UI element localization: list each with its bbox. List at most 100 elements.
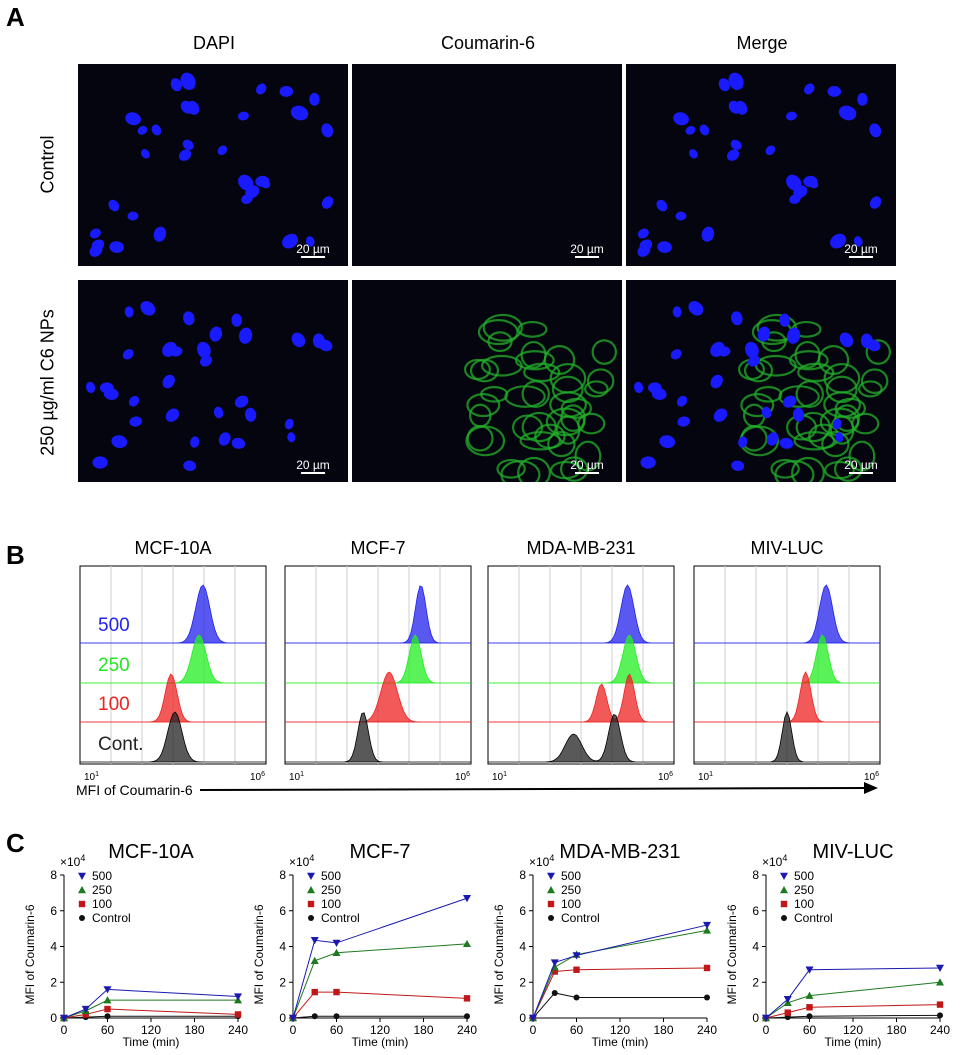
data-point-500	[529, 1014, 537, 1022]
flow-title-3: MIV-LUC	[750, 538, 823, 558]
histogram-250-1	[285, 634, 471, 684]
x-tick-label: 0	[763, 1023, 770, 1037]
flow-axis-max: 106	[864, 771, 879, 783]
data-point-100	[82, 1011, 89, 1018]
y-tick-label: 0	[50, 1011, 57, 1025]
legend-marker-100	[547, 900, 555, 908]
legend-label-100: 100	[321, 897, 341, 911]
legend-label-100: 100	[92, 897, 112, 911]
data-point-500	[103, 986, 112, 994]
x-tick-label: 180	[184, 1023, 204, 1037]
data-point-500	[762, 1014, 770, 1022]
y-multiplier: ×104	[529, 853, 554, 869]
y-multiplier: ×104	[762, 853, 787, 869]
x-tick-label: 240	[930, 1023, 950, 1037]
scale-bar-line	[849, 472, 873, 474]
legend-label-500: 500	[561, 869, 581, 883]
series-line-Control	[532, 992, 707, 1019]
x-tick-label: 120	[843, 1023, 863, 1037]
y-tick-label: 0	[279, 1011, 286, 1025]
scale-bar-line	[575, 472, 599, 474]
y-multiplier: ×104	[289, 853, 314, 869]
flow-axis-max: 106	[455, 771, 470, 783]
series-line-100	[532, 967, 708, 1019]
micrograph-cells	[464, 313, 617, 482]
flow-axis-max-exp: 6	[669, 771, 673, 778]
y-tick-label: 2	[519, 975, 526, 989]
data-point-100	[104, 1005, 111, 1013]
flow-axis-min-exp: 1	[709, 771, 713, 778]
x-tick-label: 180	[653, 1023, 673, 1037]
micrograph-0-0: 20 µm	[78, 64, 348, 266]
scale-bar-label: 20 µm	[844, 242, 878, 256]
flow-axis-min: 101	[698, 771, 713, 783]
scale-bar: 20 µm	[838, 458, 884, 474]
data-point-Control	[104, 1013, 111, 1020]
row-title-treated: 250 µg/ml C6 NPs	[37, 309, 58, 456]
micrograph-1-1: 20 µm	[352, 280, 622, 482]
y-tick-label: 4	[50, 940, 57, 954]
flow-axis-min: 101	[289, 771, 304, 783]
series-line-100	[765, 1004, 941, 1019]
data-point-500	[463, 895, 471, 903]
dose-label-2: 100	[98, 694, 130, 715]
series-line-100	[63, 1008, 239, 1019]
y-tick-label: 6	[50, 904, 57, 918]
line-chart-title-1: MCF-7	[349, 841, 410, 863]
data-point-100	[784, 1009, 791, 1016]
y-tick-label: 6	[752, 904, 759, 918]
flow-axis-max-exp: 6	[466, 771, 470, 778]
y-tick-label: 8	[50, 868, 57, 882]
x-tick-label: 0	[61, 1023, 68, 1037]
y-tick-label: 8	[752, 868, 759, 882]
series-line-500	[63, 988, 239, 1019]
legend-label-250: 250	[561, 883, 581, 897]
y-tick-label: 8	[279, 868, 286, 882]
legend-marker-Control	[308, 915, 314, 921]
legend-marker-250	[78, 886, 86, 894]
data-point-Control	[806, 1013, 813, 1020]
data-point-Control	[937, 1012, 943, 1019]
legend-label-100: 100	[794, 897, 814, 911]
micrograph-cells	[89, 72, 334, 257]
flow-xlabel: MFI of Coumarin-6	[76, 782, 193, 798]
panel-c-label: C	[6, 828, 25, 858]
y-tick-label: 4	[519, 940, 526, 954]
data-point-250	[936, 978, 944, 986]
flow-axis-arrow-line	[199, 787, 867, 791]
data-point-Control	[333, 1013, 340, 1020]
line-ylabel: MFI of Coumarin-6	[492, 904, 506, 1004]
dose-label-1: 250	[98, 655, 130, 676]
data-point-100	[234, 1011, 242, 1018]
scale-bar-line	[575, 256, 599, 258]
x-tick-label: 120	[610, 1023, 630, 1037]
panel-b-label: B	[6, 540, 25, 570]
legend-label-250: 250	[92, 883, 112, 897]
column-title-dapi: DAPI	[192, 33, 235, 53]
histogram-500-0	[80, 584, 266, 644]
y-tick-label: 0	[519, 1011, 526, 1025]
data-point-500	[805, 966, 814, 974]
data-point-100	[551, 968, 558, 975]
series-line-Control	[63, 1015, 238, 1019]
legend-marker-500	[78, 872, 86, 880]
data-point-Control	[464, 1013, 470, 1020]
data-point-250	[805, 991, 814, 999]
data-point-500	[936, 964, 944, 972]
line-chart-title-0: MCF-10A	[108, 841, 194, 863]
data-point-500	[703, 921, 711, 930]
y-multiplier-exp: 4	[309, 853, 314, 863]
series-line-500	[532, 924, 708, 1019]
histogram-500-3	[694, 584, 880, 644]
scale-bar-label: 20 µm	[570, 458, 604, 472]
legend-label-250: 250	[794, 883, 814, 897]
series-line-250	[765, 981, 941, 1019]
x-tick-label: 0	[290, 1023, 297, 1037]
column-title-merge: Merge	[736, 33, 788, 53]
data-point-500	[572, 952, 581, 960]
legend-marker-500	[307, 872, 315, 880]
data-point-100	[703, 964, 711, 972]
scale-bar-line	[849, 256, 873, 258]
data-point-100	[806, 1004, 813, 1011]
